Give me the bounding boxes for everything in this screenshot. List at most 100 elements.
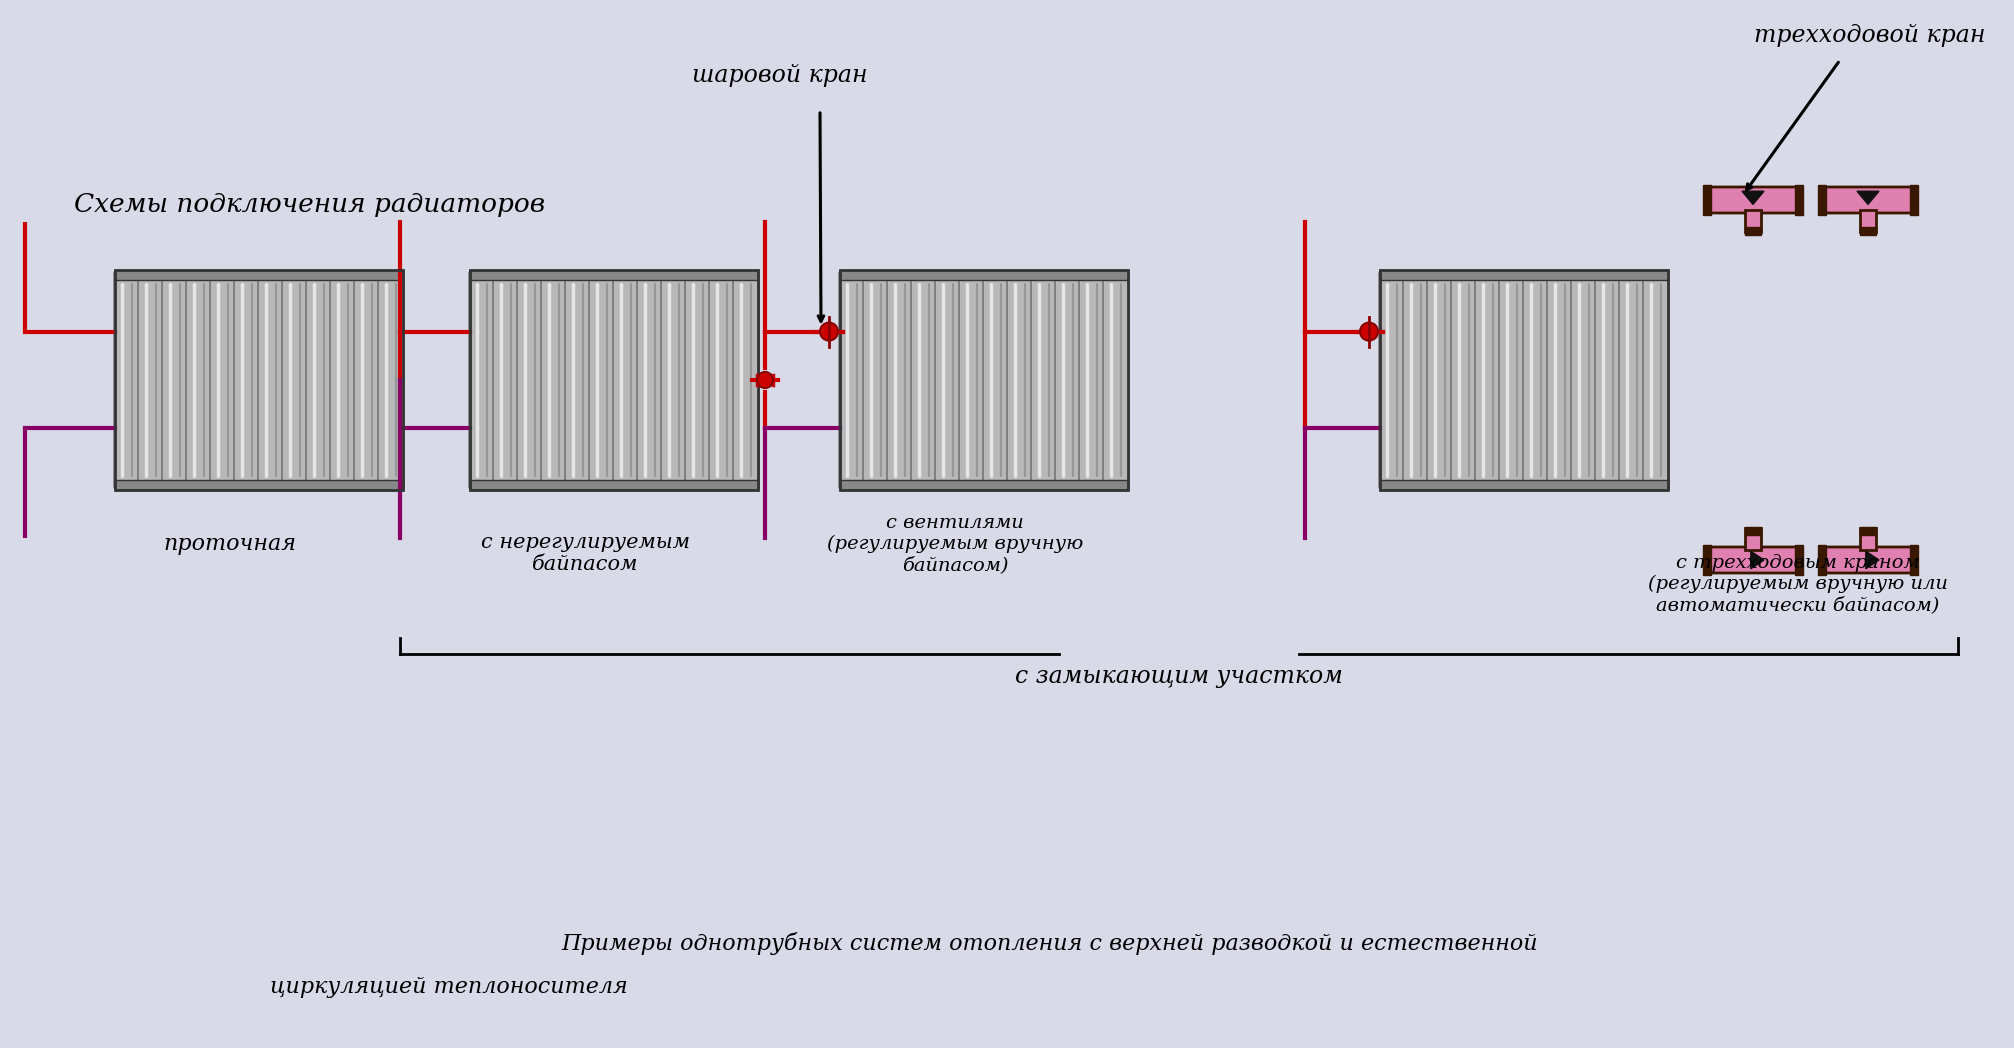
Bar xyxy=(840,270,1128,490)
FancyBboxPatch shape xyxy=(1007,271,1033,489)
Circle shape xyxy=(757,372,773,388)
FancyBboxPatch shape xyxy=(1428,271,1452,489)
Bar xyxy=(1794,184,1803,216)
Circle shape xyxy=(820,323,838,341)
FancyBboxPatch shape xyxy=(1498,271,1525,489)
Bar xyxy=(1819,545,1827,575)
FancyBboxPatch shape xyxy=(258,271,284,489)
Bar xyxy=(1746,527,1760,534)
Text: с вентилями
(регулируемым вручную
байпасом): с вентилями (регулируемым вручную байпас… xyxy=(828,515,1084,574)
FancyBboxPatch shape xyxy=(612,271,638,489)
Text: трехходовой кран: трехходовой кран xyxy=(1754,24,1986,47)
Text: Схемы подключения радиаторов: Схемы подключения радиаторов xyxy=(75,192,546,217)
FancyBboxPatch shape xyxy=(1547,271,1573,489)
FancyBboxPatch shape xyxy=(685,271,711,489)
FancyBboxPatch shape xyxy=(354,271,381,489)
Bar xyxy=(115,270,403,490)
FancyBboxPatch shape xyxy=(1643,271,1670,489)
FancyBboxPatch shape xyxy=(493,271,520,489)
Text: шаровой кран: шаровой кран xyxy=(693,64,868,87)
Text: циркуляцией теплоносителя: циркуляцией теплоносителя xyxy=(270,976,628,998)
FancyBboxPatch shape xyxy=(1404,271,1430,489)
FancyBboxPatch shape xyxy=(1706,547,1801,573)
FancyBboxPatch shape xyxy=(1571,271,1597,489)
Polygon shape xyxy=(1857,191,1879,204)
Bar xyxy=(469,270,757,490)
FancyBboxPatch shape xyxy=(864,271,888,489)
Bar xyxy=(469,270,757,490)
FancyBboxPatch shape xyxy=(185,271,211,489)
Circle shape xyxy=(1359,323,1378,341)
Bar xyxy=(1909,545,1917,575)
Polygon shape xyxy=(1750,551,1764,569)
FancyBboxPatch shape xyxy=(161,271,187,489)
FancyBboxPatch shape xyxy=(983,271,1009,489)
FancyBboxPatch shape xyxy=(1474,271,1500,489)
Bar xyxy=(1380,270,1668,280)
FancyBboxPatch shape xyxy=(542,271,568,489)
FancyBboxPatch shape xyxy=(234,271,260,489)
FancyBboxPatch shape xyxy=(1821,547,1915,573)
Text: Примеры однотрубных систем отопления с верхней разводкой и естественной: Примеры однотрубных систем отопления с в… xyxy=(562,932,1539,955)
FancyBboxPatch shape xyxy=(330,271,356,489)
FancyBboxPatch shape xyxy=(1055,271,1082,489)
Bar xyxy=(1861,227,1875,235)
FancyBboxPatch shape xyxy=(1595,271,1621,489)
Text: проточная: проточная xyxy=(163,533,296,555)
FancyBboxPatch shape xyxy=(1706,187,1801,213)
FancyBboxPatch shape xyxy=(1523,271,1549,489)
FancyBboxPatch shape xyxy=(518,271,544,489)
FancyBboxPatch shape xyxy=(1821,187,1915,213)
Bar xyxy=(1380,270,1668,490)
FancyBboxPatch shape xyxy=(282,271,308,489)
FancyBboxPatch shape xyxy=(1380,271,1406,489)
FancyBboxPatch shape xyxy=(661,271,687,489)
FancyBboxPatch shape xyxy=(379,271,405,489)
Bar xyxy=(1819,184,1827,216)
FancyBboxPatch shape xyxy=(934,271,961,489)
Bar xyxy=(469,480,757,490)
Polygon shape xyxy=(1865,551,1879,569)
FancyBboxPatch shape xyxy=(115,271,141,489)
FancyBboxPatch shape xyxy=(306,271,332,489)
Bar xyxy=(115,270,403,490)
Bar xyxy=(1380,270,1668,490)
Bar xyxy=(1380,480,1668,490)
FancyBboxPatch shape xyxy=(469,271,495,489)
FancyBboxPatch shape xyxy=(209,271,236,489)
FancyBboxPatch shape xyxy=(1104,271,1130,489)
Text: с трехходовым краном
(регулируемым вручную или
автоматически байпасом): с трехходовым краном (регулируемым вручн… xyxy=(1647,554,1948,614)
FancyBboxPatch shape xyxy=(139,271,163,489)
Bar xyxy=(469,270,757,280)
Bar xyxy=(1746,528,1760,550)
Text: с замыкающим участком: с замыкающим участком xyxy=(1015,665,1343,687)
Bar xyxy=(1704,184,1712,216)
Bar xyxy=(840,270,1128,490)
FancyBboxPatch shape xyxy=(1031,271,1057,489)
FancyBboxPatch shape xyxy=(1450,271,1476,489)
Bar xyxy=(115,480,403,490)
Bar xyxy=(1746,227,1760,235)
Bar xyxy=(840,480,1128,490)
FancyBboxPatch shape xyxy=(840,271,864,489)
Bar xyxy=(1794,545,1803,575)
FancyBboxPatch shape xyxy=(959,271,985,489)
FancyBboxPatch shape xyxy=(886,271,912,489)
Bar xyxy=(1861,210,1875,232)
FancyBboxPatch shape xyxy=(588,271,614,489)
FancyBboxPatch shape xyxy=(1619,271,1645,489)
Bar xyxy=(1704,545,1712,575)
FancyBboxPatch shape xyxy=(566,271,590,489)
FancyBboxPatch shape xyxy=(709,271,735,489)
Bar xyxy=(840,270,1128,280)
FancyBboxPatch shape xyxy=(636,271,663,489)
FancyBboxPatch shape xyxy=(733,271,759,489)
Bar xyxy=(115,270,403,280)
Polygon shape xyxy=(1742,191,1764,204)
FancyBboxPatch shape xyxy=(910,271,937,489)
FancyBboxPatch shape xyxy=(1080,271,1106,489)
Bar xyxy=(1746,210,1760,232)
Bar xyxy=(1909,184,1917,216)
Bar xyxy=(1861,528,1875,550)
Bar xyxy=(1861,527,1875,534)
